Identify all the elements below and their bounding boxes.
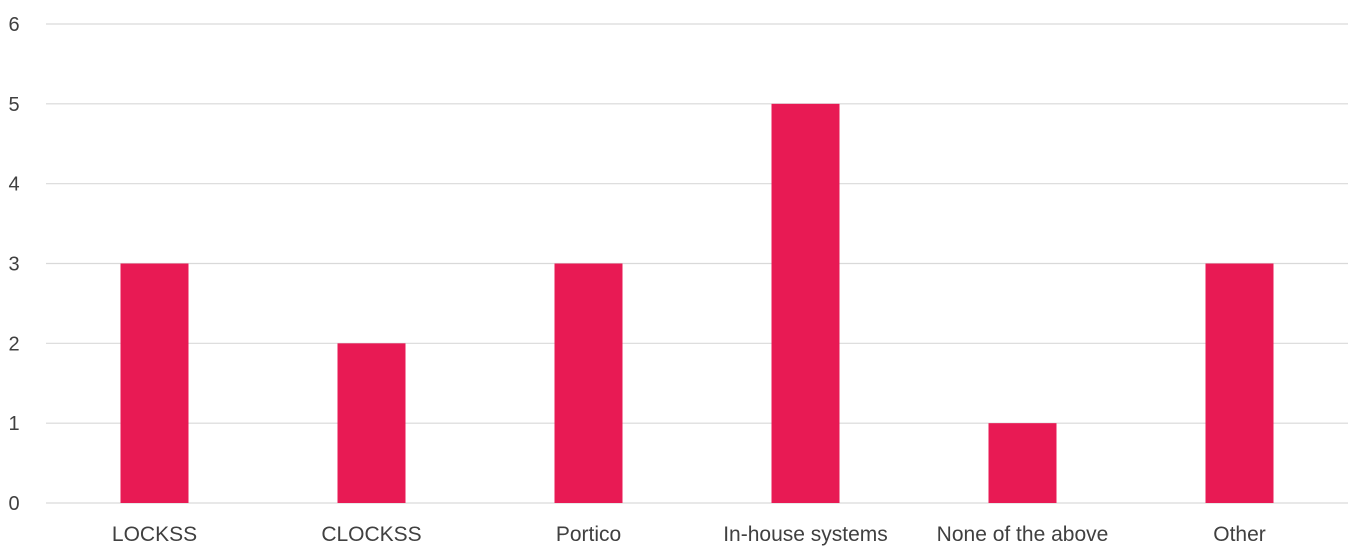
gridlines <box>46 23 1348 504</box>
bar-other <box>1205 263 1274 503</box>
y-tick-label: 2 <box>8 333 19 355</box>
x-category-label: In-house systems <box>723 523 888 546</box>
x-category-label: CLOCKSS <box>321 523 421 546</box>
x-category-label: Portico <box>556 523 621 546</box>
bar-none-of-the-above <box>988 423 1057 503</box>
bars <box>120 103 1274 503</box>
bar-portico <box>554 263 623 503</box>
bar-lockss <box>120 263 189 503</box>
y-tick-label: 6 <box>8 14 19 36</box>
x-axis-category-labels: LOCKSS CLOCKSS Portico In-house systems None… <box>112 523 1266 546</box>
bar-in-house-systems <box>771 103 840 503</box>
y-axis-tick-labels: 0 1 2 3 4 5 6 <box>8 14 19 515</box>
x-category-label: Other <box>1213 523 1266 546</box>
bar-clockss <box>337 343 406 503</box>
x-category-label: LOCKSS <box>112 523 197 546</box>
y-tick-label: 1 <box>8 413 19 435</box>
y-tick-label: 3 <box>8 254 19 276</box>
y-tick-label: 4 <box>8 174 19 196</box>
x-category-label: None of the above <box>937 523 1109 546</box>
y-tick-label: 0 <box>8 493 19 515</box>
y-tick-label: 5 <box>8 94 19 116</box>
